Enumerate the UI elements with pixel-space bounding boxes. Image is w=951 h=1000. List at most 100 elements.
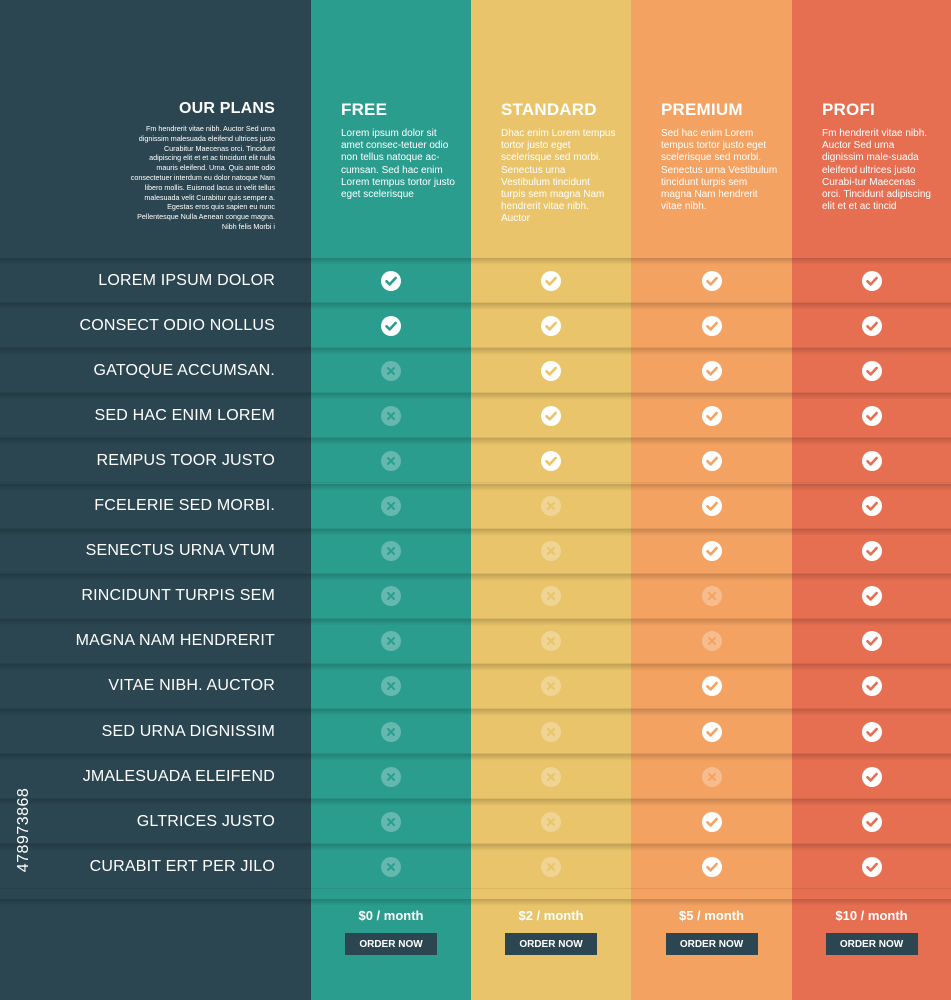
feature-row: GATOQUE ACCUMSAN. — [0, 348, 311, 394]
plan-description: Fm hendrerit vitae nibh. Auctor Sed urna… — [822, 128, 931, 213]
feature-cell — [471, 754, 631, 800]
feature-cell — [631, 393, 792, 439]
feature-cell — [792, 438, 951, 484]
plan-footer: $2 / month ORDER NOW — [471, 899, 631, 1000]
feature-cell — [311, 348, 471, 394]
feature-label: SED URNA DIGNISSIM — [101, 722, 275, 740]
order-now-button-free[interactable]: ORDER NOW — [345, 933, 437, 955]
cross-icon — [701, 631, 722, 652]
check-icon — [861, 450, 882, 471]
check-icon — [861, 676, 882, 697]
feature-cell — [471, 844, 631, 890]
features-column: OUR PLANS Fm hendrerit vitae nibh. Aucto… — [0, 0, 311, 1000]
check-icon — [861, 315, 882, 336]
order-now-button-standard[interactable]: ORDER NOW — [505, 933, 597, 955]
feature-cell — [631, 799, 792, 845]
feature-cell — [471, 709, 631, 754]
feature-row: SENECTUS URNA VTUM — [0, 528, 311, 574]
feature-row: REMPUS TOOR JUSTO — [0, 438, 311, 484]
check-icon — [701, 811, 722, 832]
cross-icon — [381, 360, 401, 381]
cross-icon — [381, 766, 401, 787]
feature-cell — [311, 754, 471, 800]
cross-icon — [381, 676, 401, 697]
feature-cell — [792, 528, 951, 574]
plan-name: STANDARD — [501, 100, 597, 119]
check-icon — [701, 856, 722, 877]
feature-cell — [471, 303, 631, 349]
feature-cell — [792, 348, 951, 394]
plan-name: FREE — [341, 100, 388, 119]
cross-icon — [381, 450, 401, 471]
feature-cell — [631, 258, 792, 303]
feature-cell — [471, 573, 631, 619]
feature-cell — [631, 618, 792, 664]
feature-cell — [792, 618, 951, 664]
feature-cell — [792, 799, 951, 845]
feature-cell — [311, 303, 471, 349]
feature-label: SENECTUS URNA VTUM — [85, 542, 275, 560]
feature-label: JMALESUADA ELEIFEND — [82, 767, 275, 785]
plan-price: $2 / month — [518, 908, 584, 923]
feature-cell — [311, 258, 471, 303]
feature-row: RINCIDUNT TURPIS SEM — [0, 573, 311, 619]
feature-row: CONSECT ODIO NOLLUS — [0, 303, 311, 349]
cross-icon — [541, 541, 561, 562]
check-icon — [861, 270, 882, 291]
cross-icon — [541, 631, 561, 652]
cross-icon — [381, 496, 401, 516]
feature-label: GATOQUE ACCUMSAN. — [93, 361, 275, 379]
feature-label: SED HAC ENIM LOREM — [94, 406, 275, 424]
feature-cell — [311, 528, 471, 574]
feature-cell — [631, 438, 792, 484]
cross-icon — [541, 586, 561, 607]
cross-icon — [381, 586, 401, 607]
feature-cell — [792, 573, 951, 619]
check-icon — [701, 541, 722, 562]
feature-label: RINCIDUNT TURPIS SEM — [81, 587, 275, 605]
check-icon — [701, 721, 722, 742]
feature-cell — [792, 483, 951, 529]
check-icon — [861, 721, 882, 742]
feature-cell — [311, 483, 471, 529]
feature-cell — [471, 258, 631, 303]
check-icon — [541, 360, 561, 381]
plan-column-standard: STANDARD Dhac enim Lorem tempus tortor j… — [471, 0, 631, 1000]
feature-label: FCELERIE SED MORBI. — [94, 497, 275, 514]
feature-cell — [471, 799, 631, 845]
order-now-button-profi[interactable]: ORDER NOW — [825, 933, 918, 955]
feature-cell — [631, 844, 792, 890]
check-icon — [701, 360, 722, 381]
order-now-button-premium[interactable]: ORDER NOW — [665, 933, 758, 955]
check-icon — [541, 405, 561, 426]
plan-price: $10 / month — [835, 908, 908, 923]
plan-description: Lorem ipsum dolor sit amet consec-tetuer… — [341, 128, 455, 201]
feature-cell — [792, 258, 951, 303]
cross-icon — [701, 766, 722, 787]
feature-cell — [631, 709, 792, 754]
feature-row: CURABIT ERT PER JILO — [0, 844, 311, 890]
plan-column-free: FREE Lorem ipsum dolor sit amet consec-t… — [311, 0, 471, 1000]
plan-price: $0 / month — [358, 908, 424, 923]
feature-cell — [311, 709, 471, 754]
check-icon — [861, 766, 882, 787]
feature-cell — [471, 618, 631, 664]
feature-cell — [631, 483, 792, 529]
cross-icon — [381, 405, 401, 426]
feature-cell — [471, 483, 631, 529]
plan-column-premium: PREMIUM Sed hac enim Lorem tempus tortor… — [631, 0, 792, 1000]
feature-cell — [471, 393, 631, 439]
feature-cell — [792, 709, 951, 754]
feature-row: SED HAC ENIM LOREM — [0, 393, 311, 439]
feature-row: MAGNA NAM HENDRERIT — [0, 618, 311, 664]
check-icon — [861, 811, 882, 832]
feature-label: MAGNA NAM HENDRERIT — [75, 632, 275, 650]
feature-cell — [631, 528, 792, 574]
plan-column-profi: PROFI Fm hendrerit vitae nibh. Auctor Se… — [792, 0, 951, 1000]
feature-cell — [631, 663, 792, 709]
check-icon — [701, 450, 722, 471]
check-icon — [701, 676, 722, 697]
feature-cell — [471, 663, 631, 709]
feature-cell — [792, 663, 951, 709]
features-footer — [0, 899, 311, 1000]
